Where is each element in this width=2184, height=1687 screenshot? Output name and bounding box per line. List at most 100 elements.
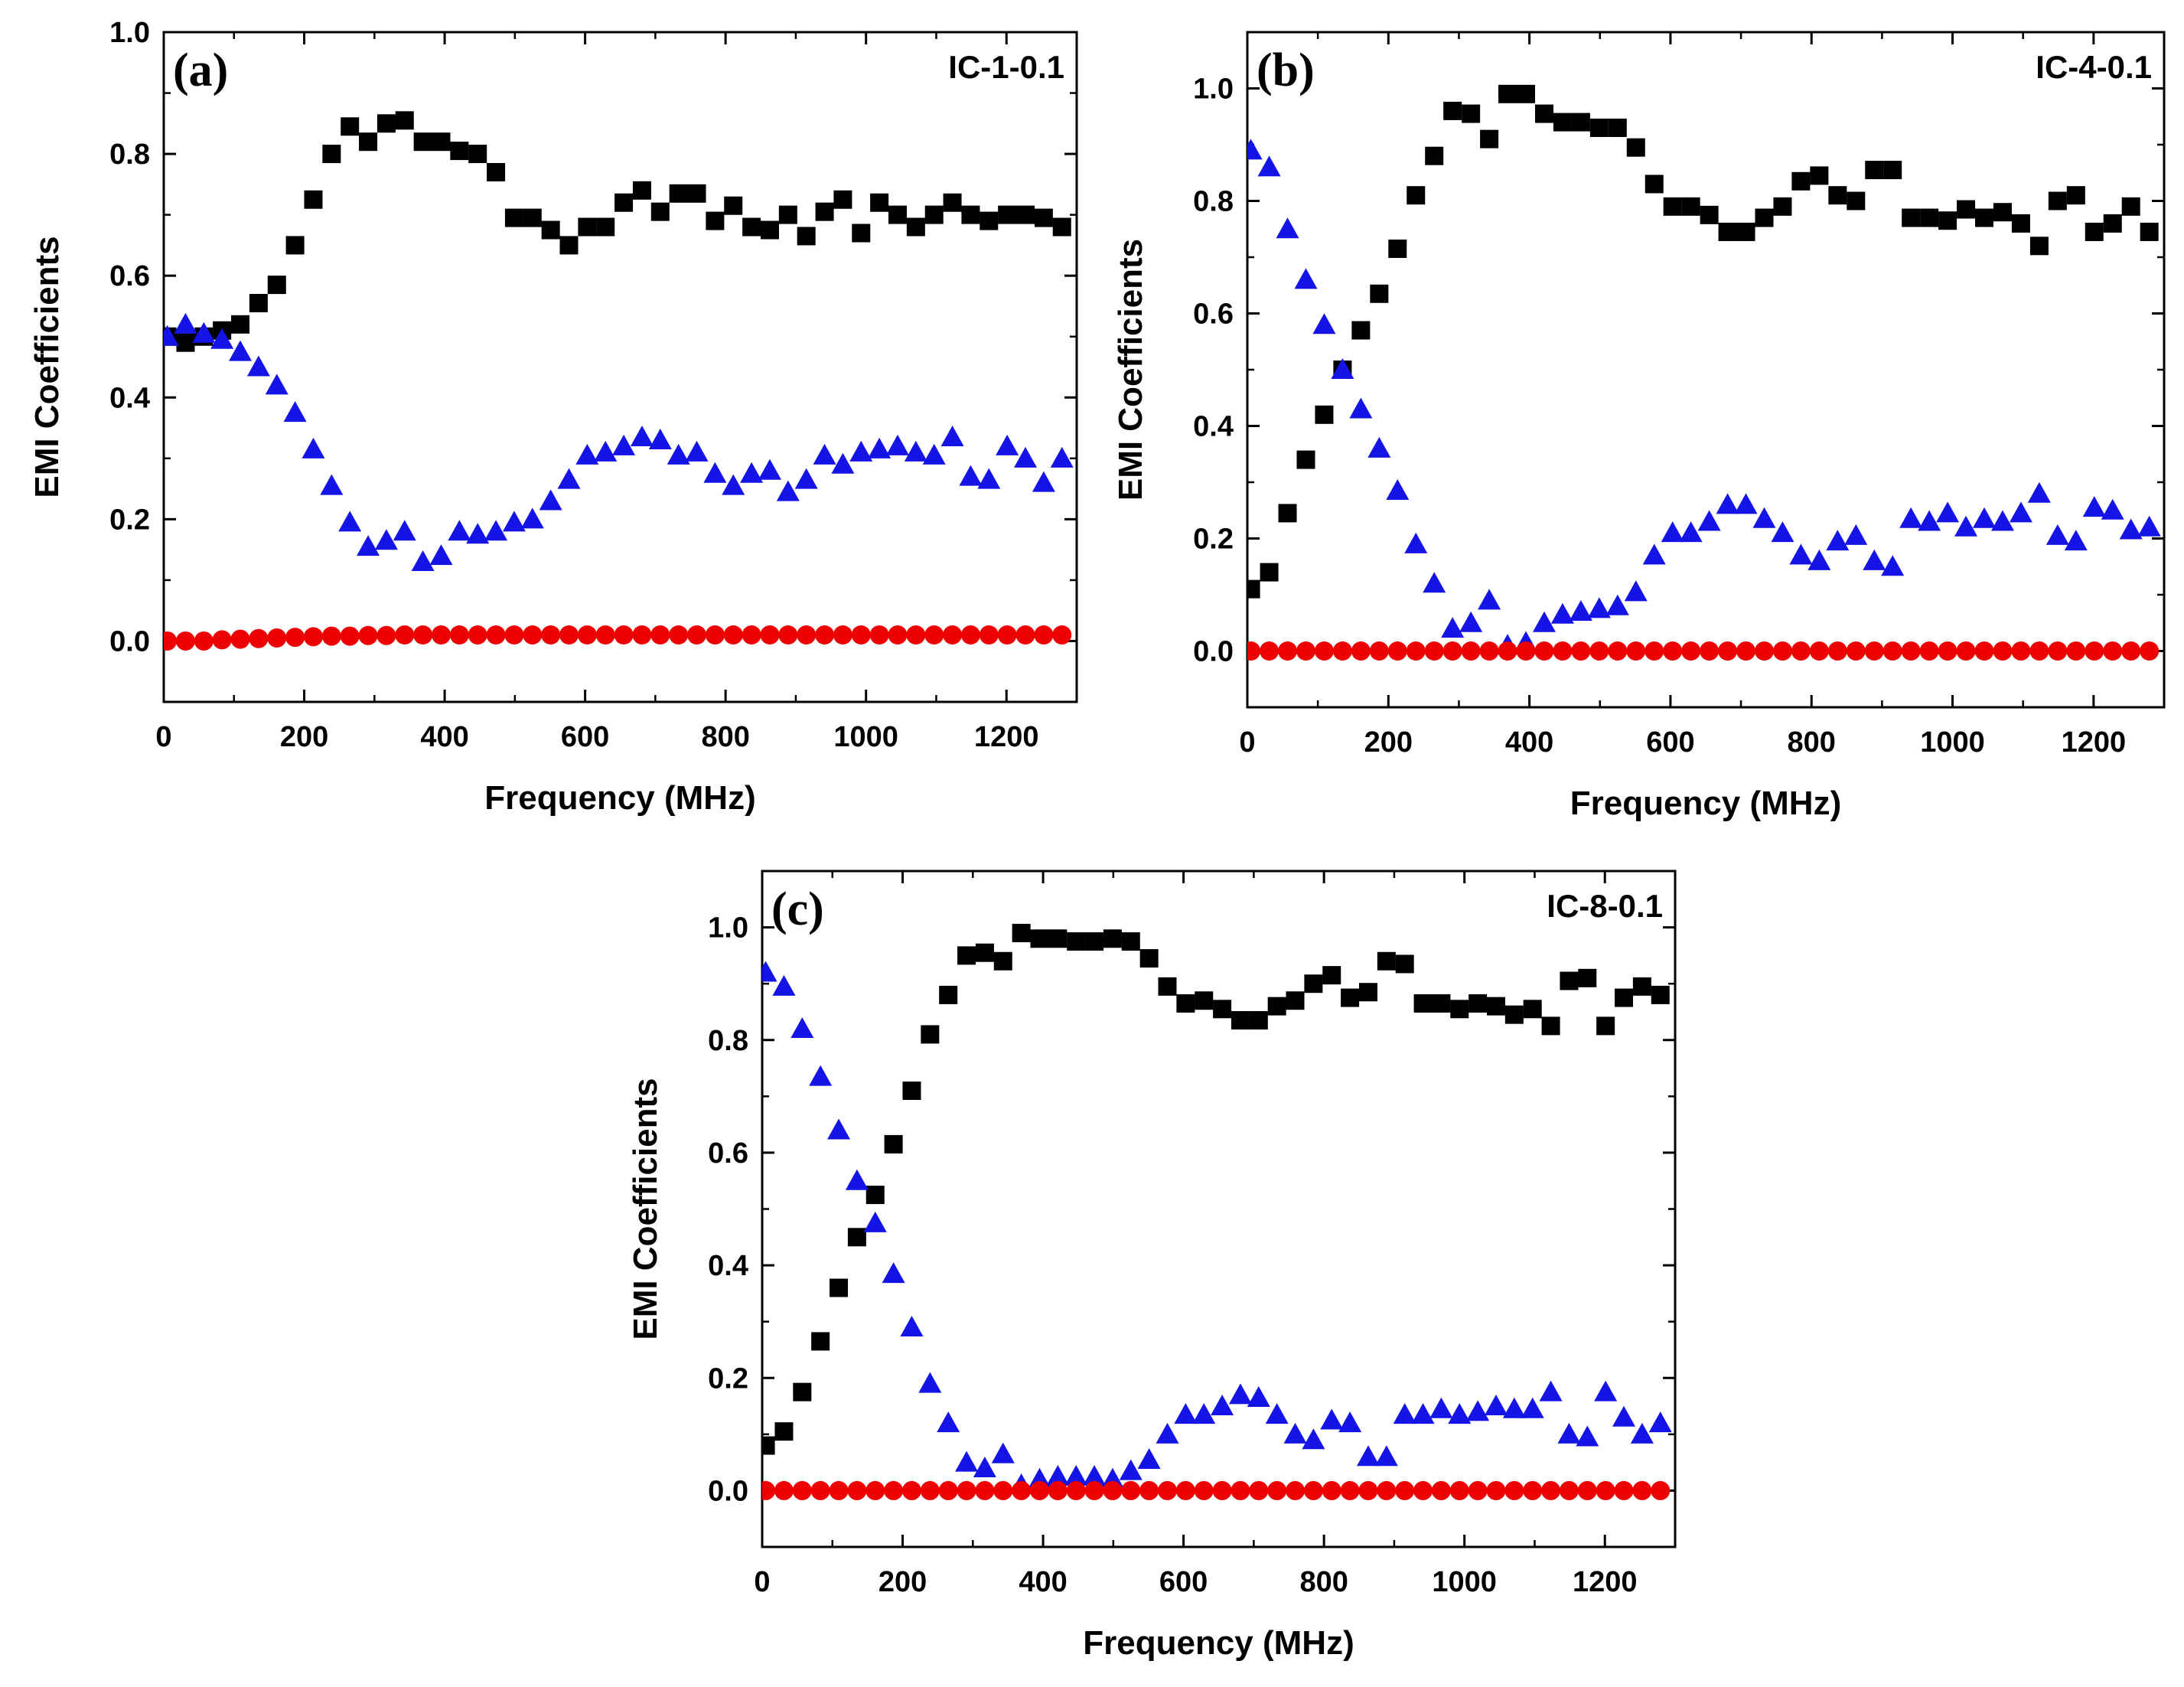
data-point-circle: [1340, 1480, 1360, 1500]
data-point-circle: [164, 631, 178, 651]
data-point-circle: [1015, 625, 1035, 644]
data-point-square: [993, 951, 1012, 971]
data-point-square: [1016, 205, 1035, 224]
data-point-square: [1377, 951, 1396, 971]
data-point-circle: [1139, 1480, 1159, 1500]
data-point-triangle: [1557, 1422, 1581, 1444]
data-point-circle: [504, 625, 524, 644]
data-point-triangle: [790, 1017, 814, 1039]
data-point-triangle: [1624, 580, 1648, 602]
data-point-circle: [2011, 641, 2031, 661]
y-tick-label: 1.0: [708, 912, 748, 945]
panel-label: (b): [1257, 44, 1315, 96]
data-point-triangle: [776, 480, 800, 501]
data-point-triangle: [1247, 1386, 1270, 1408]
panel-label: (c): [771, 883, 824, 935]
data-point-circle: [865, 1480, 885, 1500]
data-point-triangle: [809, 1065, 833, 1086]
data-point-circle: [267, 628, 287, 648]
y-tick-label: 1.0: [109, 17, 150, 49]
data-point-square: [1883, 161, 1902, 180]
data-point-square: [1462, 104, 1481, 123]
data-point-square: [596, 217, 615, 237]
data-point-square: [1663, 197, 1682, 216]
data-point-circle: [1314, 641, 1334, 661]
data-point-circle: [577, 625, 597, 644]
y-tick-label: 1.0: [1193, 73, 1234, 106]
data-point-triangle: [794, 468, 818, 489]
data-point-circle: [614, 625, 634, 644]
data-point-circle: [957, 1480, 976, 1500]
x-tick-label: 600: [561, 721, 609, 753]
data-point-square: [906, 217, 925, 237]
data-point-circle: [888, 625, 908, 644]
data-point-circle: [1589, 641, 1609, 661]
data-point-square: [614, 193, 634, 212]
data-point-square: [1425, 146, 1444, 165]
data-point-triangle: [1032, 471, 1055, 492]
x-tick-label: 0: [1239, 726, 1255, 759]
data-point-triangle: [991, 1442, 1015, 1463]
data-point-triangle: [1550, 602, 1574, 624]
data-point-square: [450, 142, 469, 161]
data-point-circle: [1571, 641, 1591, 661]
data-point-square: [231, 315, 250, 334]
data-point-circle: [901, 1480, 921, 1500]
data-point-circle: [760, 625, 780, 644]
data-point-square: [523, 208, 542, 227]
data-point-circle: [1534, 641, 1554, 661]
data-point-triangle: [1642, 543, 1666, 565]
data-point-square: [322, 145, 341, 164]
data-point-circle: [1012, 1480, 1032, 1500]
data-point-circle: [906, 625, 926, 644]
data-point-square: [432, 132, 451, 152]
data-point-square: [632, 181, 651, 200]
data-point-square: [1249, 1010, 1268, 1029]
data-point-square: [1828, 186, 1847, 205]
data-point-triangle: [630, 425, 654, 446]
data-point-circle: [1663, 641, 1683, 661]
markers-layer: [762, 923, 1672, 1500]
data-point-triangle: [357, 535, 380, 556]
data-point-circle: [1468, 1480, 1488, 1500]
data-point-square: [1847, 191, 1866, 210]
data-point-circle: [1351, 641, 1371, 661]
data-point-square: [1267, 997, 1286, 1016]
data-point-circle: [1754, 641, 1774, 661]
data-point-circle: [669, 625, 689, 644]
data-point-square: [687, 184, 706, 203]
data-point-square: [267, 276, 286, 295]
data-point-circle: [1993, 641, 2013, 661]
data-point-triangle: [1411, 1403, 1435, 1424]
data-point-square: [468, 145, 487, 164]
data-point-square: [998, 205, 1017, 224]
data-point-square: [852, 224, 871, 243]
data-point-triangle: [1014, 446, 1038, 468]
data-point-square: [815, 202, 834, 221]
data-point-triangle: [1174, 1403, 1198, 1424]
data-point-square: [1626, 138, 1645, 157]
data-point-triangle: [539, 489, 562, 511]
x-tick-label: 400: [1505, 726, 1553, 759]
data-point-triangle: [685, 440, 709, 462]
data-point-circle: [1486, 1480, 1506, 1500]
data-point-triangle: [374, 529, 398, 550]
data-point-triangle: [411, 550, 435, 572]
data-point-square: [1468, 994, 1488, 1013]
data-point-circle: [1809, 641, 1829, 661]
data-point-triangle: [1429, 1397, 1453, 1418]
data-point-circle: [2121, 641, 2141, 661]
data-point-circle: [1608, 641, 1628, 661]
data-point-triangle: [1478, 589, 1501, 610]
data-point-triangle: [320, 474, 344, 495]
data-point-circle: [1461, 641, 1481, 661]
data-point-square: [1247, 579, 1260, 599]
data-point-circle: [2103, 641, 2123, 661]
data-point-circle: [1406, 641, 1426, 661]
data-point-triangle: [557, 468, 581, 489]
markers-layer: [1247, 84, 2161, 661]
data-point-triangle: [1374, 1445, 1398, 1467]
data-point-triangle: [1302, 1428, 1325, 1450]
data-point-circle: [650, 625, 670, 644]
data-point-circle: [774, 1480, 794, 1500]
